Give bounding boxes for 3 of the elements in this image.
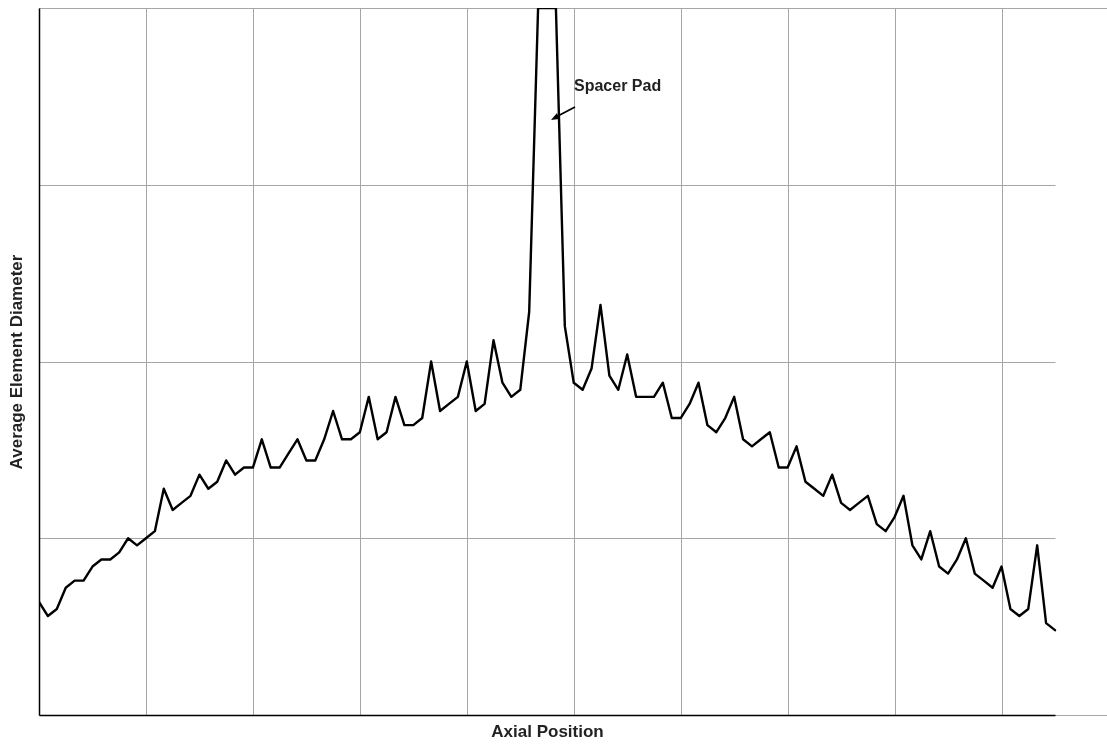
annotation: Spacer Pad — [574, 77, 662, 94]
y-axis-title: Average Element Diameter — [6, 254, 26, 470]
x-axis-title: Axial Position — [491, 721, 604, 741]
